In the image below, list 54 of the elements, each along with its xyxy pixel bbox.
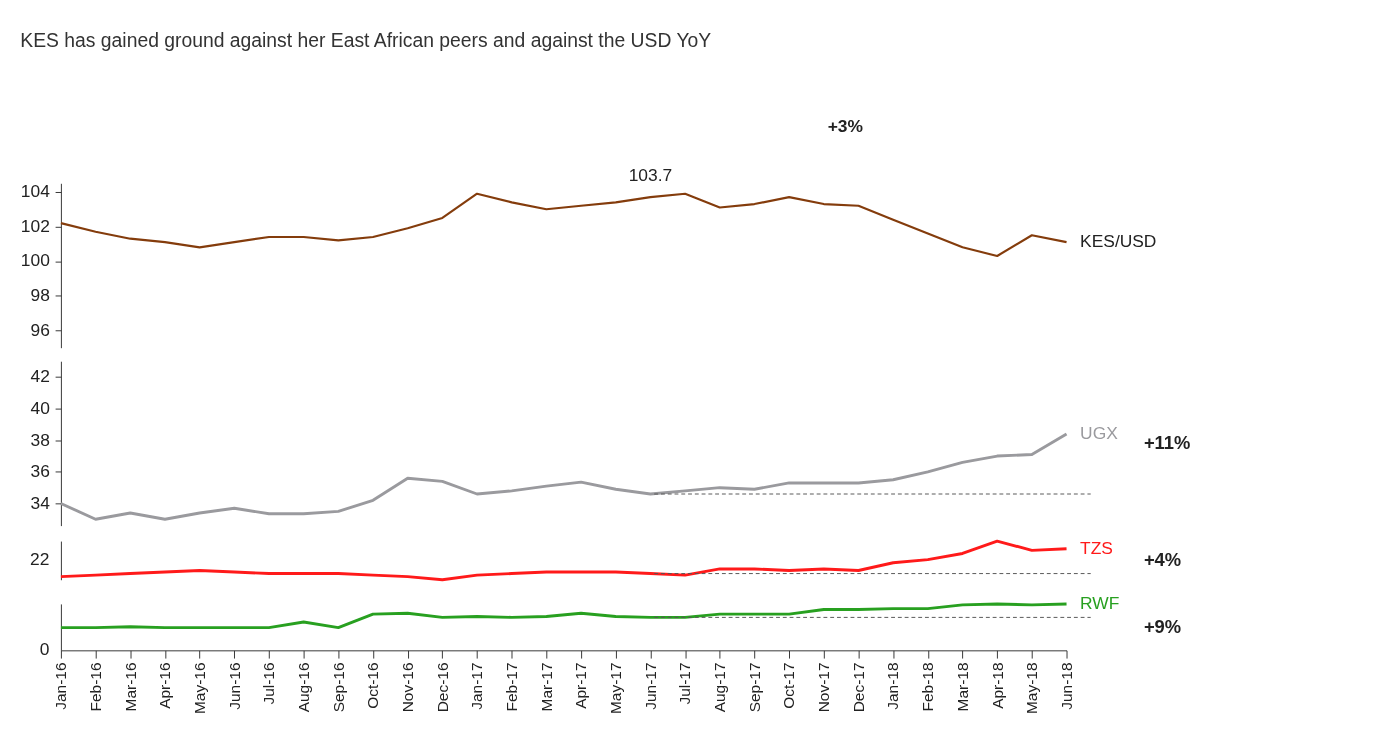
series-label: RWF bbox=[1080, 592, 1120, 613]
line-series bbox=[59, 192, 1068, 258]
x-tick-label: May-18 bbox=[1023, 662, 1041, 715]
x-tick-label: Dec-16 bbox=[433, 662, 451, 713]
x-tick-label: Mar-17 bbox=[537, 662, 555, 712]
x-tick-label: Mar-16 bbox=[121, 662, 139, 712]
x-tick-label: Apr-16 bbox=[156, 662, 174, 709]
text: +11% bbox=[1143, 432, 1191, 454]
chart-title: KES has gained ground against her East African peers and against the USD YoY bbox=[20, 29, 712, 51]
annotation: 22 bbox=[29, 549, 50, 570]
text: 0 bbox=[39, 639, 50, 660]
x-tick-label: Jan-18 bbox=[884, 662, 902, 710]
x-tick-label: Oct-16 bbox=[364, 662, 382, 709]
x-tick-label: Feb-18 bbox=[919, 662, 937, 712]
y-tick-label: 102 bbox=[20, 215, 50, 236]
x-tick-label: Jun-17 bbox=[641, 662, 659, 710]
x-tick-label: Nov-17 bbox=[815, 662, 833, 713]
y-tick-label: 34 bbox=[30, 492, 51, 513]
x-tick-label: May-16 bbox=[190, 662, 208, 715]
x-tick-label: Jul-17 bbox=[676, 662, 694, 705]
annotation: 103.7 bbox=[628, 164, 673, 185]
x-tick-label: Mar-18 bbox=[953, 662, 971, 712]
y-tick-label: 40 bbox=[30, 397, 50, 418]
y-tick-label: 36 bbox=[30, 461, 50, 482]
y-tick-label: 98 bbox=[30, 285, 50, 306]
x-tick-label: Jul-16 bbox=[260, 662, 278, 705]
x-tick-label: Oct-17 bbox=[780, 662, 798, 709]
x-tick-label: Apr-18 bbox=[988, 662, 1006, 709]
x-tick-label: Dec-17 bbox=[849, 662, 867, 713]
series-label: KES/USD bbox=[1080, 230, 1157, 251]
x-tick-label: Sep-16 bbox=[329, 662, 347, 713]
y-tick-label: 96 bbox=[30, 319, 50, 340]
text: +4% bbox=[1143, 549, 1182, 571]
y-tick-label: 42 bbox=[30, 366, 50, 387]
text: +9% bbox=[1143, 615, 1182, 637]
x-tick-label: Sep-17 bbox=[745, 662, 763, 713]
x-tick-label: Jun-18 bbox=[1057, 662, 1075, 710]
series-label: UGX bbox=[1080, 422, 1119, 443]
x-tick-label: Jan-17 bbox=[468, 662, 486, 710]
x-tick-label: Jun-16 bbox=[225, 662, 243, 710]
x-tick-label: Feb-16 bbox=[86, 662, 104, 712]
x-tick-label: Aug-16 bbox=[294, 662, 312, 713]
y-tick-label: 100 bbox=[20, 250, 50, 271]
x-tick-label: May-17 bbox=[607, 662, 625, 715]
x-tick-label: Feb-17 bbox=[503, 662, 521, 712]
line-series bbox=[59, 432, 1068, 521]
y-tick-label: 104 bbox=[20, 181, 51, 202]
text: +3% bbox=[827, 116, 863, 137]
x-tick-label: Apr-17 bbox=[572, 662, 590, 709]
series-label: TZS bbox=[1080, 537, 1113, 558]
x-tick-label: Aug-17 bbox=[711, 662, 729, 713]
y-tick-label: 38 bbox=[30, 429, 50, 450]
x-tick-label: Nov-16 bbox=[399, 662, 416, 713]
x-tick-label: Jan-16 bbox=[52, 662, 70, 710]
